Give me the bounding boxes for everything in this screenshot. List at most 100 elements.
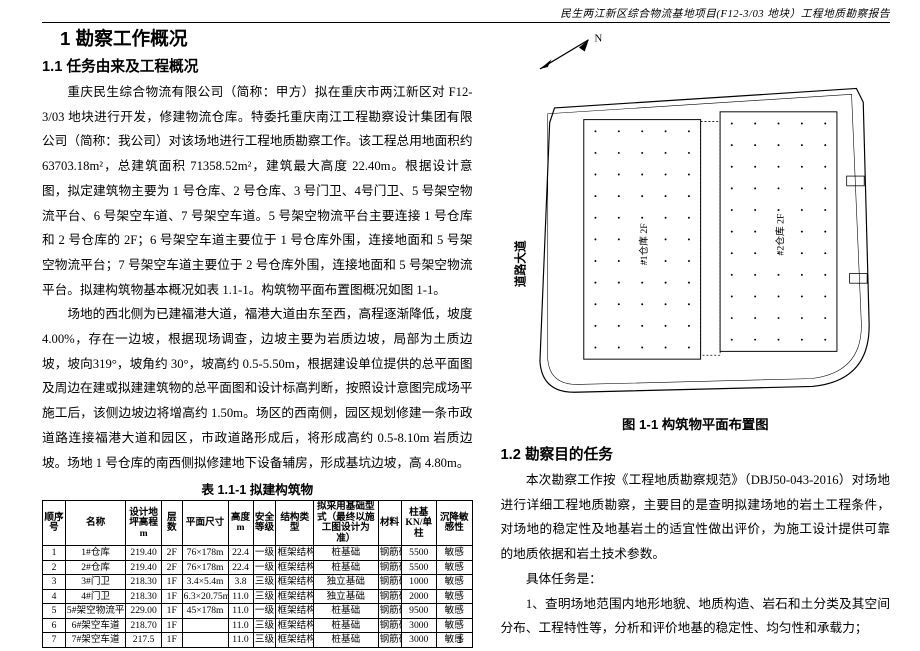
table-header-cell: 拟采用基础型式（最终以施工图设计为准） [313, 501, 378, 546]
table-cell: 三级 [253, 575, 276, 590]
table-cell: 1000 [401, 575, 436, 590]
table-header-cell: 顺序号 [43, 501, 66, 546]
table-cell: 45×178m [182, 604, 228, 619]
table-cell: 框架结构 [276, 546, 314, 561]
table-cell: 11.0 [228, 589, 253, 604]
paragraph-5: 1、查明场地范围内地形地貌、地质构造、岩石和土分类及其空间分布、工程特性等，分析… [501, 592, 891, 641]
page-number: 1 [457, 632, 463, 647]
table-cell: 219.40 [126, 546, 161, 561]
table-cell: 敏感 [436, 618, 472, 633]
table-cell: 框架结构 [276, 618, 314, 633]
paragraph-2: 场地的西北侧为已建福港大道，福港大道由东至西，高程逐渐降低，坡度4.00%，存在… [42, 302, 473, 475]
table-cell: 76×178m [182, 560, 228, 575]
subsection-heading-1-1: 1.1 任务由来及工程概况 [42, 55, 473, 76]
table-header-cell: 材料 [378, 501, 401, 546]
table-cell: 2F [161, 546, 182, 561]
table-cell: 独立基础 [313, 575, 378, 590]
site-plan-svg: N #1仓库 2F #2仓库 2F 道路大道 [501, 18, 891, 412]
bdg2-label: #2仓库 2F [773, 213, 786, 255]
table-header-cell: 沉降敏感性 [436, 501, 472, 546]
table-cell: 独立基础 [313, 589, 378, 604]
table-cell: 三级 [253, 589, 276, 604]
table-row: 33#门卫218.301F3.4×5.4m3.8三级框架结构独立基础钢筋砼100… [43, 575, 473, 590]
figure-site-plan: N #1仓库 2F #2仓库 2F 道路大道 [501, 18, 891, 412]
table-cell: 11.0 [228, 633, 253, 648]
table-header-cell: 安全等级 [253, 501, 276, 546]
table-cell: 5#架空物流平台 [65, 604, 125, 619]
figure-caption: 图 1-1 构筑物平面布置图 [501, 414, 891, 433]
table-header-cell: 高度 m [228, 501, 253, 546]
table-cell: 钢筋砼 [378, 589, 401, 604]
paragraph-3: 本次勘察工作按《工程地质勘察规范》（DBJ50-043-2016）对场地进行详细… [501, 468, 891, 567]
page-body: 1 勘察工作概况 1.1 任务由来及工程概况 重庆民生综合物流有限公司（简称：甲… [0, 0, 920, 651]
table-cell: 敏感 [436, 604, 472, 619]
table-cell: 22.4 [228, 546, 253, 561]
right-column: N #1仓库 2F #2仓库 2F 道路大道 [501, 18, 891, 641]
table-cell: 1F [161, 618, 182, 633]
table-cell: 钢筋砼 [378, 633, 401, 648]
table-cell: 框架结构 [276, 589, 314, 604]
table-cell: 4 [43, 589, 66, 604]
bdg1-label: #1仓库 2F [637, 223, 650, 265]
table-cell: 1F [161, 575, 182, 590]
structures-table: 顺序号名称设计地坪高程 m层数平面尺寸高度 m安全等级结构类型拟采用基础型式（最… [42, 500, 473, 648]
table-cell: 6 [43, 618, 66, 633]
table-cell: 5500 [401, 560, 436, 575]
table-cell: 桩基础 [313, 618, 378, 633]
table-cell: 钢筋砼 [378, 604, 401, 619]
table-cell: 3 [43, 575, 66, 590]
north-arrow-icon: N [539, 33, 602, 69]
table-cell: 桩基础 [313, 604, 378, 619]
table-cell: 框架结构 [276, 560, 314, 575]
table-cell: 框架结构 [276, 575, 314, 590]
table-cell: 3000 [401, 618, 436, 633]
table-cell: 9500 [401, 604, 436, 619]
table-cell: 一级 [253, 546, 276, 561]
table-cell: 敏感 [436, 546, 472, 561]
table-cell: 22.4 [228, 560, 253, 575]
table-row: 66#架空车道218.701F11.0三级框架结构桩基础钢筋砼3000敏感 [43, 618, 473, 633]
table-cell: 76×178m [182, 546, 228, 561]
table-row: 77#架空车道217.51F11.0三级框架结构桩基础钢筋砼3000敏感 [43, 633, 473, 648]
table-cell: 6.3×20.75m [182, 589, 228, 604]
table-cell: 219.40 [126, 560, 161, 575]
table-cell: 钢筋砼 [378, 546, 401, 561]
table-header-cell: 设计地坪高程 m [126, 501, 161, 546]
table-cell: 11.0 [228, 604, 253, 619]
table-cell: 2#仓库 [65, 560, 125, 575]
table-cell: 11.0 [228, 618, 253, 633]
table-cell: 5 [43, 604, 66, 619]
table-cell: 一级 [253, 604, 276, 619]
table-cell: 框架结构 [276, 604, 314, 619]
table-row: 22#仓库219.402F76×178m22.4一级框架结构桩基础钢筋砼5500… [43, 560, 473, 575]
table-cell: 3.8 [228, 575, 253, 590]
table-cell: 218.70 [126, 618, 161, 633]
paragraph-4: 具体任务是： [501, 567, 891, 592]
table-cell: 7#架空车道 [65, 633, 125, 648]
table-cell: 218.30 [126, 575, 161, 590]
table-cell: 敏感 [436, 560, 472, 575]
table-cell: 桩基础 [313, 546, 378, 561]
table-header-cell: 名称 [65, 501, 125, 546]
table-cell: 框架结构 [276, 633, 314, 648]
table-cell: 1#仓库 [65, 546, 125, 561]
table-cell: 7 [43, 633, 66, 648]
table-header-cell: 结构类型 [276, 501, 314, 546]
table-cell: 钢筋砼 [378, 618, 401, 633]
table-row: 11#仓库219.402F76×178m22.4一级框架结构桩基础钢筋砼5500… [43, 546, 473, 561]
paragraph-1: 重庆民生综合物流有限公司（简称：甲方）拟在重庆市两江新区对 F12-3/03 地… [42, 80, 473, 302]
platform-5 [700, 122, 719, 356]
table-cell: 217.5 [126, 633, 161, 648]
table-header-cell: 柱基 KN/单柱 [401, 501, 436, 546]
table-cell: 敏感 [436, 589, 472, 604]
table-header-cell: 层数 [161, 501, 182, 546]
table-cell: 4#门卫 [65, 589, 125, 604]
table-cell: 3000 [401, 633, 436, 648]
table-cell: 2 [43, 560, 66, 575]
table-cell: 敏感 [436, 575, 472, 590]
left-column: 1 勘察工作概况 1.1 任务由来及工程概况 重庆民生综合物流有限公司（简称：甲… [42, 18, 473, 641]
svg-text:N: N [594, 33, 602, 45]
table-cell: 桩基础 [313, 633, 378, 648]
table-caption: 表 1.1-1 拟建构筑物 [42, 479, 473, 498]
table-cell: 敏感 [436, 633, 472, 648]
